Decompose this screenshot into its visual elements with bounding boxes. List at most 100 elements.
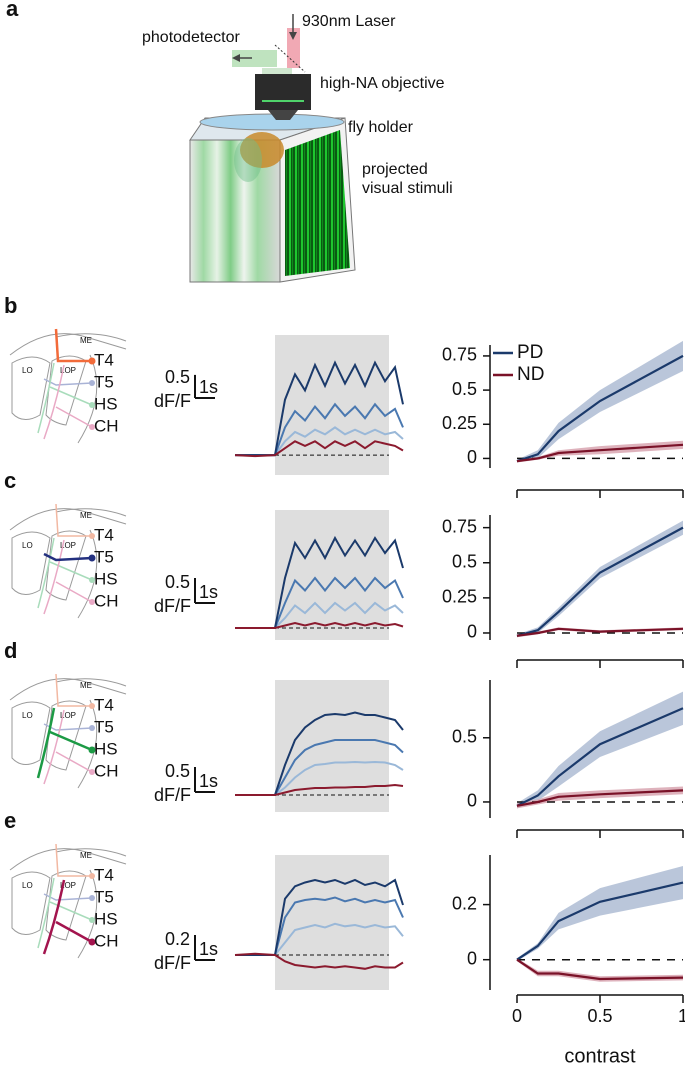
y-tick-label: 0.5 [452,379,477,399]
x-tick-label: 0 [512,1006,522,1026]
scalebar-unit: dF/F [154,391,191,411]
cell-faded [43,709,93,785]
region-label: ME [80,336,92,345]
mean-line [516,627,684,637]
region-label: LOP [60,366,76,375]
trace-line [235,601,404,629]
diagram-label: high-NA objective [320,75,445,92]
beam-path [262,68,292,74]
mean-line [516,789,684,807]
cell-soma [89,599,95,605]
fly-wing [234,138,262,182]
cell-faded [43,723,93,731]
cell-highlight [36,707,93,779]
region-label: LO [22,366,33,375]
cell-faded [55,673,92,707]
cell-soma [88,357,96,365]
trace-line [235,760,404,796]
scalebar-label: 0.5 [165,572,190,592]
region-label: LO [22,881,33,890]
y-tick-label: 0 [467,948,477,968]
cell-label: CH [94,761,119,780]
cell-faded [55,503,92,537]
y-tick-label: 0.75 [442,345,477,365]
laser-arrow-head [289,32,297,40]
y-tick-label: 0.5 [452,727,477,747]
neuropil-outline [55,333,127,342]
cell-soma [89,895,95,901]
y-tick-label: 0.75 [442,516,477,536]
cell-soma [88,554,96,562]
cell-label: T5 [94,887,114,906]
cell-label: HS [94,394,118,413]
y-tick-label: 0.25 [442,587,477,607]
scalebar-label: 0.5 [165,761,190,781]
trace-line [235,576,404,629]
error-band [517,958,683,982]
objective-tip [268,110,298,120]
scalebar-unit: dF/F [154,953,191,973]
neuropil-outline [55,678,127,687]
cell-label: CH [94,931,119,950]
fly-holder [199,113,345,131]
scalebar-unit: dF/F [154,785,191,805]
cell-soma [89,873,95,879]
neuropil-outline [55,508,127,517]
panel-label: b [4,293,17,318]
trace-line [235,711,404,796]
region-label: LOP [60,541,76,550]
cell-highlight [42,879,93,955]
cell-faded [37,877,93,949]
dichroic [274,44,306,73]
cell-label: T4 [94,865,114,884]
cell-faded [37,362,93,434]
neuropil-outline [11,356,51,420]
x-tick-label: 0.5 [587,1006,612,1026]
cell-soma [89,380,95,386]
region-label: LOP [60,711,76,720]
trace-line [235,402,404,457]
scalebar-label: 0.5 [165,367,190,387]
cell-faded [43,893,93,901]
diagram-label: photodetector [142,29,241,46]
cell-label: T4 [94,525,114,544]
cell-faded [55,843,92,877]
scalebar-label: 1s [199,377,218,397]
error-band [517,520,683,638]
trace-line [235,896,404,956]
trace-line [235,426,404,457]
cell-faded [43,378,93,386]
cell-label: HS [94,569,118,588]
stimulus-screen [285,130,350,276]
neuropil-outline [9,333,127,356]
y-tick-label: 0 [467,791,477,811]
cell-label: T4 [94,695,114,714]
cell-label: T5 [94,717,114,736]
cell-faded [43,364,93,440]
detector-arrow-head [232,54,240,62]
scalebar-label: 0.2 [165,929,190,949]
neuropil-outline [11,871,51,935]
neuropil-outline [9,848,127,871]
scalebar-label: 1s [199,939,218,959]
cell-faded [43,539,93,615]
diagram-label: fly holder [348,119,414,136]
mean-line [516,881,684,961]
setup-diagram: a 930nm Laser photodetector high-NA obje… [6,0,453,283]
region-label: LO [22,711,33,720]
cell-soma [89,533,95,539]
x-tick-label: 1 [678,1006,685,1026]
neuropil-outline [9,678,127,701]
neuropil-outline [11,701,51,765]
neuropil-outline [11,531,51,595]
legend-label: ND [517,364,544,385]
panel-label: d [4,638,17,663]
cell-label: T4 [94,350,114,369]
cell-label: T5 [94,547,114,566]
mean-line [516,707,684,807]
cell-soma [89,703,95,709]
trace-line [235,621,404,629]
cell-soma [89,769,95,775]
trace-line [235,783,404,796]
